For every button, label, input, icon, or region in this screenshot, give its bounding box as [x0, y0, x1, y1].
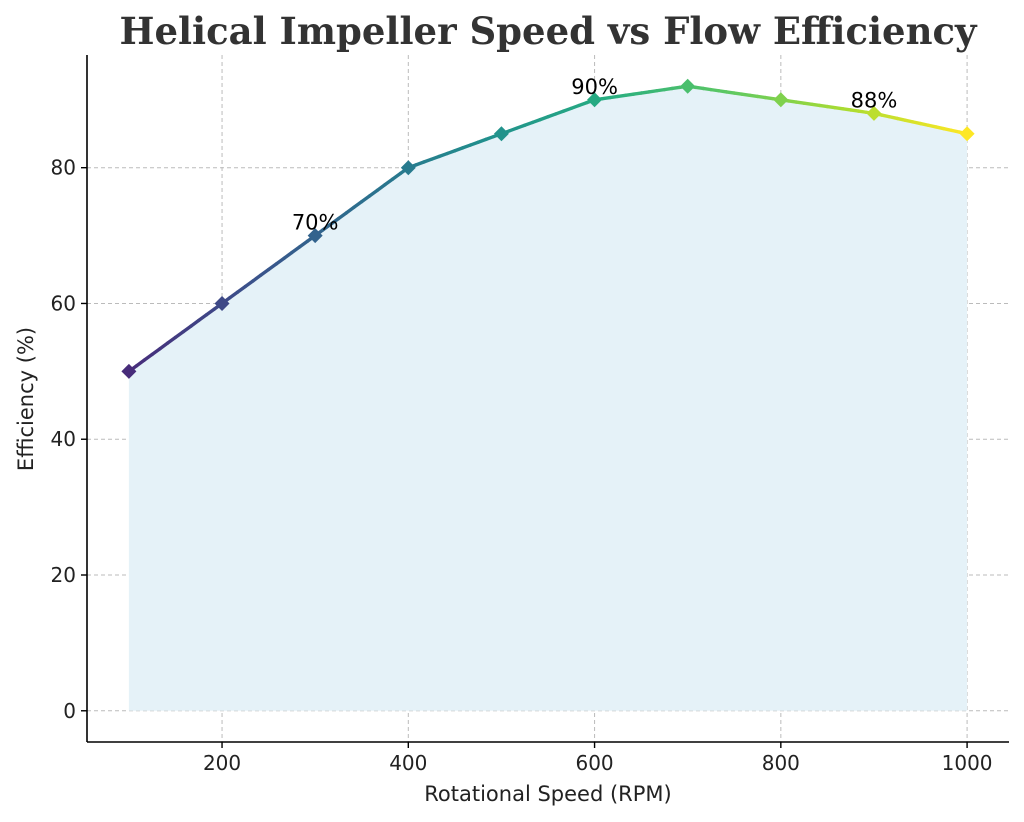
axes [86, 55, 1009, 743]
data-label: 90% [571, 75, 618, 99]
x-tick-label: 400 [389, 751, 427, 775]
x-tick-label: 800 [762, 751, 800, 775]
series-markers [121, 78, 975, 379]
area-fill [128, 86, 968, 711]
data-point [773, 92, 789, 108]
x-tick-label: 600 [575, 751, 613, 775]
data-label: 88% [851, 88, 898, 112]
area-fill-region [128, 86, 968, 711]
y-axis-label: Efficiency (%) [14, 327, 38, 471]
x-axis-ticks: 200 400 600 800 1000 [203, 742, 993, 775]
data-point [121, 363, 137, 379]
y-tick-label: 0 [63, 699, 76, 723]
y-axis-ticks: 0 20 40 60 80 [51, 156, 87, 723]
y-tick-label: 80 [51, 156, 76, 180]
data-point [307, 228, 323, 244]
data-point [214, 295, 230, 311]
y-tick-label: 20 [51, 563, 76, 587]
y-tick-label: 60 [51, 291, 76, 315]
x-axis-label: Rotational Speed (RPM) [424, 782, 671, 806]
data-point [493, 126, 509, 142]
data-point [680, 78, 696, 94]
data-point [587, 92, 603, 108]
data-point [400, 160, 416, 176]
data-point [866, 105, 882, 121]
data-labels: 70% 90% 88% [292, 75, 897, 235]
x-tick-label: 1000 [942, 751, 993, 775]
data-point [959, 126, 975, 142]
y-tick-label: 40 [51, 427, 76, 451]
chart-title: Helical Impeller Speed vs Flow Efficienc… [120, 9, 978, 53]
x-tick-label: 200 [203, 751, 241, 775]
data-label: 70% [292, 211, 339, 235]
